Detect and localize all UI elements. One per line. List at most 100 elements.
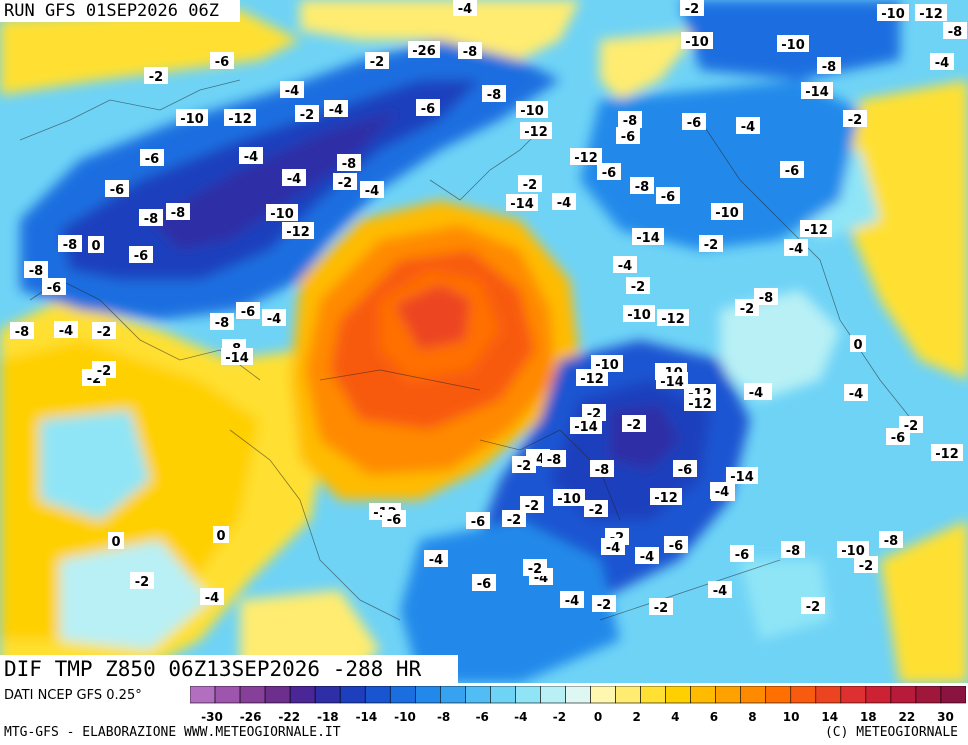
scale-swatch xyxy=(565,686,591,704)
isotherm-value-label: -4 xyxy=(54,321,78,339)
scale-swatch xyxy=(540,686,566,704)
scale-label: -10 xyxy=(394,710,416,724)
isotherm-value-label: -2 xyxy=(584,500,608,518)
isotherm-value-label: -12 xyxy=(931,444,963,462)
isotherm-value-label: -6 xyxy=(664,536,688,554)
scale-swatch xyxy=(264,686,291,704)
isotherm-value-label: -8 xyxy=(210,313,234,331)
svg-text:-10: -10 xyxy=(520,104,544,119)
isotherm-value-label: -4 xyxy=(262,309,286,327)
svg-text:-14: -14 xyxy=(730,470,754,485)
isotherm-value-label: -12 xyxy=(800,220,832,238)
svg-text:-2: -2 xyxy=(627,418,641,433)
isotherm-value-label: -2 xyxy=(92,361,116,379)
svg-text:-6: -6 xyxy=(669,539,683,554)
isotherm-value-label: -12 xyxy=(684,394,716,412)
isotherm-value-label: -6 xyxy=(616,127,640,145)
svg-text:-6: -6 xyxy=(687,116,701,131)
svg-text:0: 0 xyxy=(91,239,100,254)
isotherm-value-label: -14 xyxy=(726,467,758,485)
svg-text:-12: -12 xyxy=(688,397,712,412)
isotherm-value-label: -2 xyxy=(512,456,536,474)
svg-text:-6: -6 xyxy=(678,463,692,478)
scale-label: 10 xyxy=(783,710,800,724)
run-header: RUN GFS 01SEP2026 06Z xyxy=(0,0,240,22)
isotherm-value-label: -6 xyxy=(656,187,680,205)
scale-swatch xyxy=(765,686,792,704)
svg-text:-6: -6 xyxy=(215,55,229,70)
isotherm-value-label: -12 xyxy=(576,369,608,387)
scale-swatch xyxy=(815,686,842,704)
isotherm-value-label: -6 xyxy=(382,510,406,528)
svg-text:-14: -14 xyxy=(574,420,598,435)
isotherm-value-label: -8 xyxy=(337,154,361,172)
isotherm-value-label: -10 xyxy=(176,109,208,127)
isotherm-value-label: -8 xyxy=(458,42,482,60)
scale-swatch xyxy=(239,686,266,704)
isotherm-value-label: -2 xyxy=(295,105,319,123)
svg-text:-2: -2 xyxy=(597,598,611,613)
svg-text:-8: -8 xyxy=(487,88,501,103)
data-source: DATI NCEP GFS 0.25° xyxy=(4,688,142,703)
svg-text:-4: -4 xyxy=(935,56,949,71)
isotherm-value-label: -6 xyxy=(416,99,440,117)
svg-text:-8: -8 xyxy=(759,291,773,306)
isotherm-value-label: -8 xyxy=(139,209,163,227)
isotherm-value-label: -2 xyxy=(365,52,389,70)
isotherm-value-label: -4 xyxy=(560,591,584,609)
scale-swatch xyxy=(339,686,366,704)
svg-text:-4: -4 xyxy=(565,594,579,609)
svg-text:-4: -4 xyxy=(59,324,73,339)
svg-text:-2: -2 xyxy=(370,55,384,70)
svg-text:0: 0 xyxy=(853,338,862,353)
svg-text:-8: -8 xyxy=(595,463,609,478)
svg-text:-2: -2 xyxy=(806,600,820,615)
isotherm-value-label: -4 xyxy=(710,482,734,500)
isotherm-value-label: -6 xyxy=(129,246,153,264)
svg-text:-2: -2 xyxy=(848,113,862,128)
isotherm-value-label: -4 xyxy=(613,256,637,274)
svg-text:-6: -6 xyxy=(47,281,61,296)
scale-swatch xyxy=(414,686,441,704)
scale-swatch xyxy=(190,686,216,704)
isotherm-value-label: -12 xyxy=(915,4,947,22)
isotherm-value-label: -10 xyxy=(681,32,713,50)
isotherm-value-label: -6 xyxy=(236,302,260,320)
svg-text:-8: -8 xyxy=(15,325,29,340)
svg-text:-4: -4 xyxy=(715,485,729,500)
svg-text:-2: -2 xyxy=(654,601,668,616)
isotherm-value-label: -10 xyxy=(623,305,655,323)
svg-text:-8: -8 xyxy=(63,238,77,253)
scale-label: 18 xyxy=(860,710,877,724)
scale-swatch xyxy=(690,686,716,704)
svg-text:-14: -14 xyxy=(636,231,660,246)
isotherm-value-label: -12 xyxy=(282,222,314,240)
isotherm-value-label: -14 xyxy=(656,372,688,390)
svg-text:-14: -14 xyxy=(805,85,829,100)
isotherm-value-label: -2 xyxy=(523,559,547,577)
scale-label: 30 xyxy=(937,710,954,724)
isotherm-value-label: -4 xyxy=(360,181,384,199)
isotherm-value-label: -8 xyxy=(482,85,506,103)
isotherm-value-label: -10 xyxy=(553,489,585,507)
isotherm-value-label: -26 xyxy=(408,41,440,59)
svg-text:-6: -6 xyxy=(241,305,255,320)
svg-text:-4: -4 xyxy=(429,553,443,568)
svg-text:-12: -12 xyxy=(286,225,310,240)
scale-label: 4 xyxy=(671,710,679,724)
scale-label: 8 xyxy=(748,710,756,724)
scale-swatch xyxy=(515,686,541,704)
isotherm-value-label: -6 xyxy=(42,278,66,296)
svg-text:-4: -4 xyxy=(741,120,755,135)
isotherm-value-label: -6 xyxy=(673,460,697,478)
isotherm-value-label: -10 xyxy=(837,541,869,559)
isotherm-value-label: -14 xyxy=(506,194,538,212)
svg-text:-12: -12 xyxy=(574,151,598,166)
scale-swatch xyxy=(665,686,691,704)
isotherm-value-label: -12 xyxy=(520,122,552,140)
isotherm-value-label: -8 xyxy=(754,288,778,306)
svg-text:-4: -4 xyxy=(205,591,219,606)
svg-text:-4: -4 xyxy=(557,196,571,211)
svg-text:-4: -4 xyxy=(749,386,763,401)
isotherm-value-label: -4 xyxy=(708,581,732,599)
